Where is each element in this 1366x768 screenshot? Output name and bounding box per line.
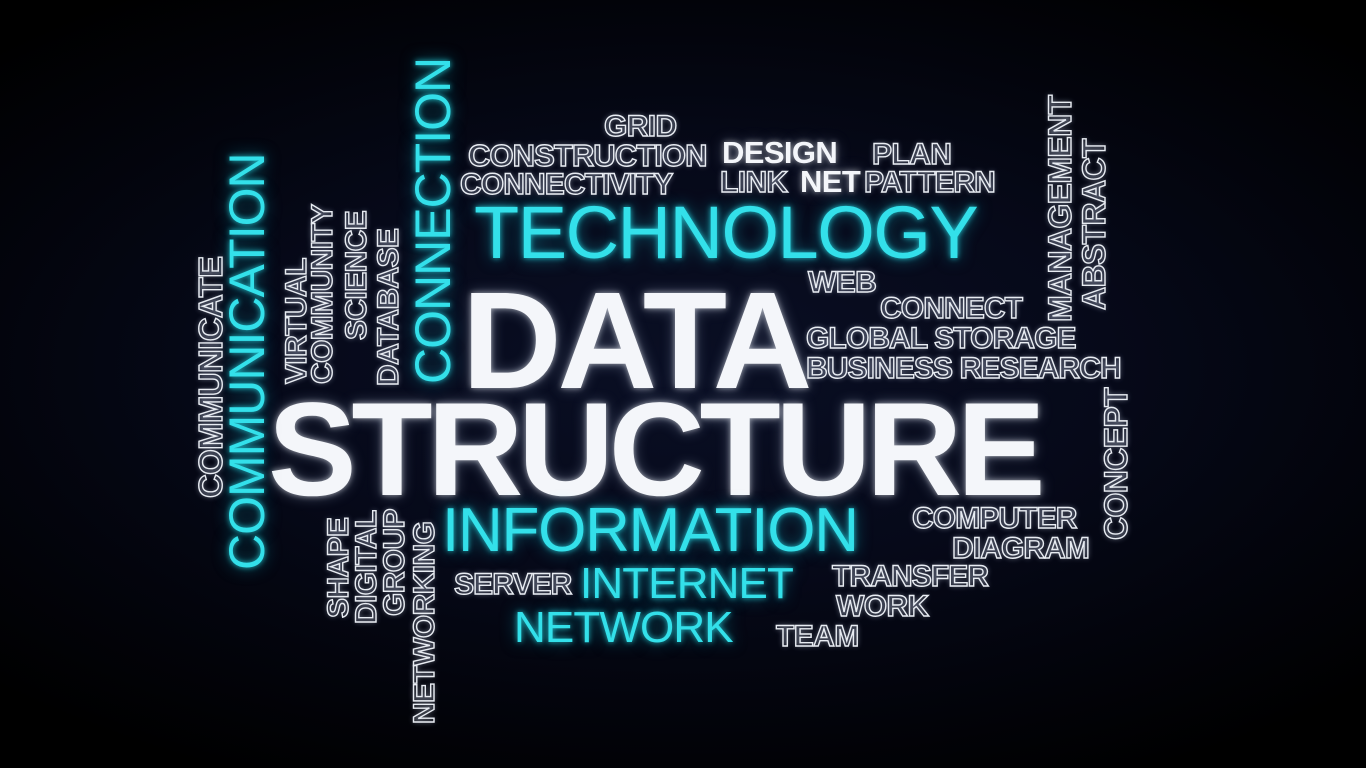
word-web: WEB (807, 266, 877, 299)
word-data: DATA (462, 264, 812, 418)
word-plan: PLAN (871, 138, 952, 171)
word-communicate: COMMUNICATE (191, 256, 229, 499)
word-net: NET (800, 164, 861, 199)
word-communication: COMMUNICATION (219, 153, 275, 570)
word-grid: GRID (603, 110, 678, 143)
word-connectivity: CONNECTIVITY (459, 168, 674, 201)
word-construction: CONSTRUCTION (467, 138, 708, 173)
word-abstract: ABSTRACT (1075, 138, 1112, 310)
word-transfer: TRANSFER (831, 560, 989, 593)
word-work: WORK (835, 590, 930, 623)
word-server: SERVER (453, 568, 573, 601)
word-connect: CONNECT (879, 292, 1023, 325)
word-group: GROUP (377, 508, 411, 616)
word-connection: CONNECTION (405, 57, 461, 384)
word-database: DATABASE (371, 228, 405, 387)
word-team: TEAM (775, 620, 860, 653)
word-link: LINK (719, 166, 789, 199)
word-design: DESIGN (722, 135, 838, 170)
word-concept: CONCEPT (1097, 387, 1134, 540)
word-technology: TECHNOLOGY (474, 191, 979, 274)
word-pattern: PATTERN (863, 166, 996, 199)
word-diagram: DIAGRAM (951, 532, 1090, 565)
word-information: INFORMATION (442, 496, 859, 565)
word-community: COMMUNITY (305, 204, 339, 385)
word-science: SCIENCE (339, 210, 373, 341)
word-internet: INTERNET (580, 559, 794, 608)
word-structure: STRUCTURE (268, 376, 1046, 524)
word-business-research: BUSINESS RESEARCH (805, 352, 1122, 385)
word-computer: COMPUTER (911, 502, 1078, 535)
word-global-storage: GLOBAL STORAGE (805, 322, 1077, 355)
word-management: MANAGEMENT (1041, 95, 1078, 323)
word-network: NETWORK (514, 603, 734, 652)
word-networking: NETWORKING (407, 521, 441, 725)
